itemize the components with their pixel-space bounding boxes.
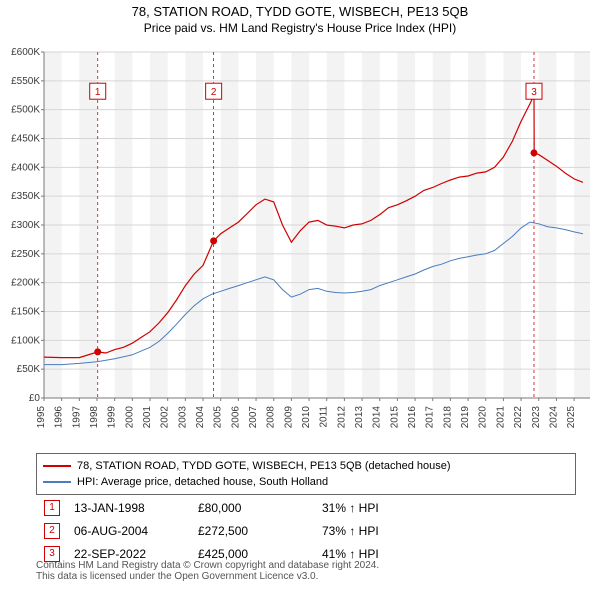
svg-text:£500K: £500K	[11, 105, 40, 116]
svg-text:1996: 1996	[54, 406, 65, 429]
event-date: 13-JAN-1998	[68, 497, 190, 518]
event-price: £272,500	[192, 520, 314, 541]
page-root: 78, STATION ROAD, TYDD GOTE, WISBECH, PE…	[0, 0, 600, 590]
title-line1: 78, STATION ROAD, TYDD GOTE, WISBECH, PE…	[0, 0, 600, 19]
event-delta: 73% ↑ HPI	[316, 520, 385, 541]
legend-swatch	[43, 481, 71, 483]
event-marker-icon: 2	[44, 523, 60, 539]
svg-text:£50K: £50K	[17, 364, 41, 375]
svg-text:2: 2	[211, 87, 217, 98]
event-row: 2 06-AUG-2004 £272,500 73% ↑ HPI	[38, 520, 385, 541]
event-price: £80,000	[192, 497, 314, 518]
svg-text:1998: 1998	[89, 406, 100, 429]
event-row: 1 13-JAN-1998 £80,000 31% ↑ HPI	[38, 497, 385, 518]
svg-text:2018: 2018	[442, 406, 453, 429]
svg-text:£550K: £550K	[11, 76, 40, 87]
svg-text:2024: 2024	[548, 406, 559, 429]
svg-text:2003: 2003	[177, 406, 188, 429]
footer-line2: This data is licensed under the Open Gov…	[36, 571, 379, 582]
svg-text:£350K: £350K	[11, 191, 40, 202]
svg-text:£400K: £400K	[11, 162, 40, 173]
events-table: 1 13-JAN-1998 £80,000 31% ↑ HPI 2 06-AUG…	[36, 495, 387, 566]
title-line2: Price paid vs. HM Land Registry's House …	[0, 19, 600, 37]
svg-text:2007: 2007	[248, 406, 259, 429]
svg-text:1: 1	[95, 87, 101, 98]
svg-text:2005: 2005	[213, 406, 224, 429]
svg-text:3: 3	[531, 87, 537, 98]
svg-text:2015: 2015	[389, 406, 400, 429]
svg-text:2016: 2016	[407, 406, 418, 429]
svg-text:£250K: £250K	[11, 249, 40, 260]
svg-text:1997: 1997	[71, 406, 82, 429]
legend-label: 78, STATION ROAD, TYDD GOTE, WISBECH, PE…	[77, 460, 451, 472]
svg-text:2002: 2002	[160, 406, 171, 429]
svg-text:2019: 2019	[460, 406, 471, 429]
event-delta: 31% ↑ HPI	[316, 497, 385, 518]
footer-line1: Contains HM Land Registry data © Crown c…	[36, 560, 379, 571]
svg-text:2020: 2020	[478, 406, 489, 429]
svg-text:2017: 2017	[425, 406, 436, 429]
svg-text:2021: 2021	[495, 406, 506, 429]
chart-area: £0 £50K £100K £150K £200K £250K £300K £350K £400…	[0, 46, 600, 446]
legend-row: 78, STATION ROAD, TYDD GOTE, WISBECH, PE…	[43, 458, 569, 474]
legend-label: HPI: Average price, detached house, Sout…	[77, 476, 328, 488]
svg-text:£100K: £100K	[11, 335, 40, 346]
chart-svg: £0 £50K £100K £150K £200K £250K £300K £350K £400…	[0, 46, 600, 446]
svg-text:£450K: £450K	[11, 134, 40, 145]
event-marker-icon: 1	[44, 500, 60, 516]
svg-text:2011: 2011	[319, 406, 330, 428]
svg-text:2022: 2022	[513, 406, 524, 429]
svg-text:1999: 1999	[107, 406, 118, 429]
svg-text:£200K: £200K	[11, 278, 40, 289]
legend-box: 78, STATION ROAD, TYDD GOTE, WISBECH, PE…	[36, 453, 576, 495]
event-date: 06-AUG-2004	[68, 520, 190, 541]
svg-text:2014: 2014	[372, 406, 383, 429]
svg-text:£600K: £600K	[11, 47, 40, 58]
legend-row: HPI: Average price, detached house, Sout…	[43, 474, 569, 490]
svg-text:£300K: £300K	[11, 220, 40, 231]
svg-text:2025: 2025	[566, 406, 577, 429]
svg-text:2023: 2023	[531, 406, 542, 429]
svg-text:2000: 2000	[124, 406, 135, 429]
svg-text:2009: 2009	[283, 406, 294, 429]
svg-text:2013: 2013	[354, 406, 365, 429]
svg-text:2012: 2012	[336, 406, 347, 429]
svg-text:2001: 2001	[142, 406, 153, 429]
footer: Contains HM Land Registry data © Crown c…	[36, 560, 379, 582]
svg-text:2010: 2010	[301, 406, 312, 429]
svg-text:£0: £0	[29, 393, 41, 404]
legend-swatch	[43, 465, 71, 467]
svg-text:£150K: £150K	[11, 307, 40, 318]
svg-text:1995: 1995	[36, 406, 47, 429]
svg-text:2004: 2004	[195, 406, 206, 429]
svg-text:2008: 2008	[266, 406, 277, 429]
svg-text:2006: 2006	[230, 406, 241, 429]
